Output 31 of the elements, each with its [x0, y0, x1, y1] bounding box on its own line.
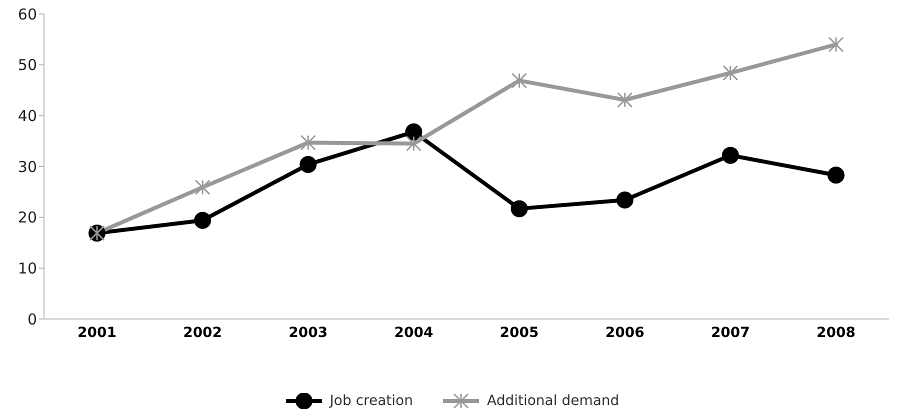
x-tick-label: 2006	[605, 324, 644, 341]
x-tick-label: 2003	[288, 324, 328, 341]
y-tick-label: 30	[18, 158, 37, 176]
y-tick-label: 20	[18, 208, 37, 227]
point	[617, 92, 633, 108]
legend-label: Additional demand	[486, 393, 620, 409]
point	[722, 146, 739, 164]
point	[405, 123, 422, 140]
point	[512, 72, 528, 88]
point	[828, 36, 844, 52]
point	[300, 134, 316, 150]
point	[616, 192, 634, 209]
x-tick-label: 2001	[78, 324, 116, 341]
point	[194, 180, 210, 196]
y-tick-label: 0	[27, 310, 37, 328]
point	[300, 156, 317, 173]
y-tick-label: 40	[18, 106, 37, 125]
y-tick-label: 60	[18, 5, 37, 24]
y-tick-label: 50	[18, 56, 37, 74]
x-tick-label: 2004	[394, 324, 434, 341]
y-tick-label: 10	[18, 259, 37, 278]
x-tick-label: 2007	[710, 324, 750, 341]
x-tick-label: 2002	[183, 324, 222, 341]
point	[828, 166, 844, 184]
point	[406, 136, 422, 152]
point	[722, 65, 738, 81]
legend-label: Job creation	[330, 393, 413, 409]
point	[510, 200, 528, 218]
point	[194, 212, 212, 229]
x-tick-label: 2008	[816, 324, 856, 341]
x-tick-label: 2005	[500, 324, 539, 341]
